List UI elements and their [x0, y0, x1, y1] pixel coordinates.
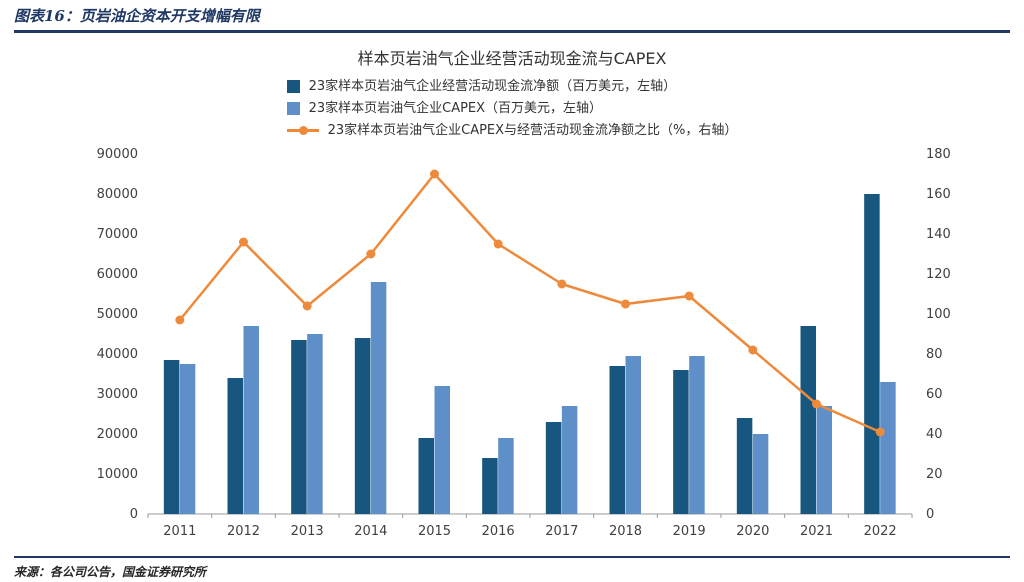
svg-text:20: 20	[926, 467, 943, 482]
svg-text:0: 0	[926, 507, 934, 522]
svg-text:2013: 2013	[291, 524, 324, 539]
svg-text:160: 160	[926, 187, 951, 202]
legend-item-ratio: 23家样本页岩油气企业CAPEX与经营活动现金流净额之比（%，右轴）	[286, 123, 738, 138]
svg-text:120: 120	[926, 267, 951, 282]
source-note: 来源：各公司公告，国金证券研究所	[14, 565, 207, 579]
chart-legend: 23家样本页岩油气企业经营活动现金流净额（百万美元，左轴） 23家样本页岩油气企…	[286, 79, 738, 138]
svg-text:40000: 40000	[97, 347, 138, 362]
figure-header-title: 图表16：页岩油企资本开支增幅有限	[14, 7, 260, 25]
svg-text:30000: 30000	[97, 387, 138, 402]
chart-title: 样本页岩油气企业经营活动现金流与CAPEX	[357, 49, 667, 68]
legend-swatch-light-bar-icon	[286, 102, 300, 115]
legend-swatch-line-icon	[286, 124, 319, 137]
svg-text:140: 140	[926, 227, 951, 242]
legend-label-operating-cash-flow: 23家样本页岩油气企业经营活动现金流净额（百万美元，左轴）	[308, 79, 677, 94]
svg-text:2018: 2018	[609, 524, 642, 539]
svg-text:10000: 10000	[97, 467, 138, 482]
svg-text:2014: 2014	[354, 524, 387, 539]
svg-text:2021: 2021	[800, 524, 833, 539]
header-rule	[14, 30, 1010, 33]
svg-text:20000: 20000	[97, 427, 138, 442]
svg-text:2012: 2012	[227, 524, 260, 539]
figure-header: 图表16：页岩油企资本开支增幅有限	[0, 0, 1024, 26]
svg-text:70000: 70000	[97, 227, 138, 242]
svg-text:60: 60	[926, 387, 943, 402]
footer-rule	[14, 556, 1010, 558]
svg-text:0: 0	[130, 507, 138, 522]
svg-text:2017: 2017	[545, 524, 578, 539]
svg-text:2011: 2011	[163, 524, 196, 539]
svg-text:60000: 60000	[97, 267, 138, 282]
svg-text:80000: 80000	[97, 187, 138, 202]
svg-text:2015: 2015	[418, 524, 451, 539]
legend-label-capex: 23家样本页岩油气企业CAPEX（百万美元，左轴）	[308, 101, 603, 116]
svg-text:40: 40	[926, 427, 943, 442]
legend-swatch-dark-bar-icon	[286, 80, 300, 93]
svg-text:90000: 90000	[97, 147, 138, 162]
svg-text:2019: 2019	[673, 524, 706, 539]
svg-text:180: 180	[926, 147, 951, 162]
svg-text:2022: 2022	[864, 524, 897, 539]
bar-line-chart-svg: 0 10000 20000 30000 40000 50000 60000 70000 8000…	[97, 147, 951, 539]
svg-text:2020: 2020	[736, 524, 769, 539]
svg-text:100: 100	[926, 307, 951, 322]
chart-plot-area: 0 10000 20000 30000 40000 50000 60000 70000 8000…	[0, 142, 1024, 558]
svg-text:80: 80	[926, 347, 943, 362]
legend-item-operating-cash-flow: 23家样本页岩油气企业经营活动现金流净额（百万美元，左轴）	[286, 79, 677, 94]
legend-item-capex: 23家样本页岩油气企业CAPEX（百万美元，左轴）	[286, 101, 603, 116]
svg-text:50000: 50000	[97, 307, 138, 322]
svg-text:2016: 2016	[482, 524, 515, 539]
legend-line-marker	[298, 126, 308, 135]
legend-label-ratio: 23家样本页岩油气企业CAPEX与经营活动现金流净额之比（%，右轴）	[327, 123, 738, 138]
